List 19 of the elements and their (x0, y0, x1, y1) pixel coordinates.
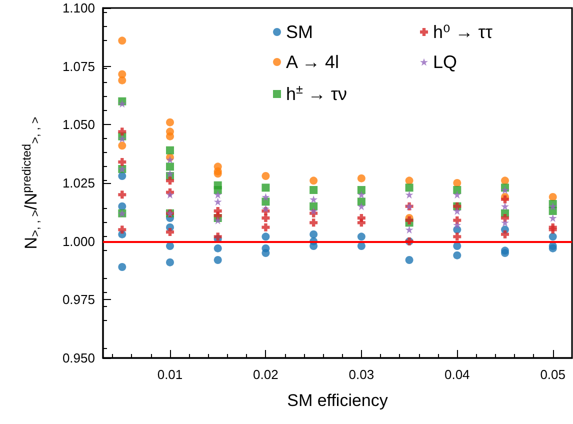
y-tick-label: 1.025 (62, 176, 95, 190)
x-tick-label: 0.05 (540, 367, 566, 382)
legend-label: A → 4l (286, 52, 340, 72)
y-tick-label: 0.975 (62, 292, 95, 308)
y-tick-label: 1.000 (62, 234, 95, 249)
x-tick-label: 0.02 (253, 367, 278, 382)
legend-label: h⁰ → ττ (433, 22, 492, 42)
y-tick-label: 1.075 (62, 58, 95, 74)
legend-label: SM (286, 22, 313, 42)
legend-label: h± → τν (286, 82, 348, 104)
x-tick-label: 0.03 (348, 367, 374, 382)
y-tick-label: 1.100 (62, 0, 95, 16)
x-tick-label: 0.01 (157, 367, 183, 382)
y-tick-label: 0.950 (62, 350, 95, 366)
y-axis-title: N>, , >/Npredicted>, , > (20, 116, 42, 250)
x-tick-label: 0.04 (444, 367, 470, 382)
x-axis-title: SM efficiency (287, 391, 388, 410)
y-tick-label: 1.050 (62, 117, 95, 132)
legend-label: LQ (433, 52, 458, 72)
